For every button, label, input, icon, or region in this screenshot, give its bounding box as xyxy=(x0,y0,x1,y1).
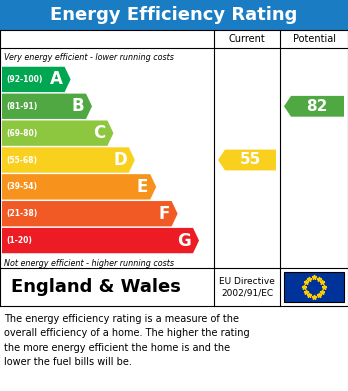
Text: (39-54): (39-54) xyxy=(6,182,37,191)
Bar xyxy=(284,272,344,302)
Polygon shape xyxy=(2,120,113,146)
Polygon shape xyxy=(2,174,156,199)
Text: F: F xyxy=(158,205,169,223)
Text: Current: Current xyxy=(229,34,266,44)
Polygon shape xyxy=(2,93,92,119)
Text: Energy Efficiency Rating: Energy Efficiency Rating xyxy=(50,6,298,24)
Polygon shape xyxy=(2,147,135,173)
Text: England & Wales: England & Wales xyxy=(11,278,181,296)
Text: (21-38): (21-38) xyxy=(6,209,37,218)
Text: A: A xyxy=(50,70,63,88)
Text: B: B xyxy=(71,97,84,115)
Polygon shape xyxy=(284,96,344,117)
Polygon shape xyxy=(2,67,71,92)
Polygon shape xyxy=(2,228,199,253)
Text: C: C xyxy=(93,124,105,142)
Text: 55: 55 xyxy=(239,152,261,167)
Text: (1-20): (1-20) xyxy=(6,236,32,245)
Text: 82: 82 xyxy=(306,99,328,114)
Text: Not energy efficient - higher running costs: Not energy efficient - higher running co… xyxy=(4,258,174,267)
Text: Very energy efficient - lower running costs: Very energy efficient - lower running co… xyxy=(4,54,174,63)
Text: The energy efficiency rating is a measure of the
overall efficiency of a home. T: The energy efficiency rating is a measur… xyxy=(4,314,250,367)
Text: (69-80): (69-80) xyxy=(6,129,37,138)
Text: E: E xyxy=(137,178,148,196)
Text: (55-68): (55-68) xyxy=(6,156,37,165)
Polygon shape xyxy=(2,201,177,226)
Text: (92-100): (92-100) xyxy=(6,75,42,84)
Polygon shape xyxy=(218,150,276,170)
Bar xyxy=(0,0,348,30)
Text: (81-91): (81-91) xyxy=(6,102,37,111)
Text: D: D xyxy=(113,151,127,169)
Text: G: G xyxy=(177,231,191,249)
Text: Potential: Potential xyxy=(293,34,335,44)
Text: EU Directive
2002/91/EC: EU Directive 2002/91/EC xyxy=(219,276,275,298)
